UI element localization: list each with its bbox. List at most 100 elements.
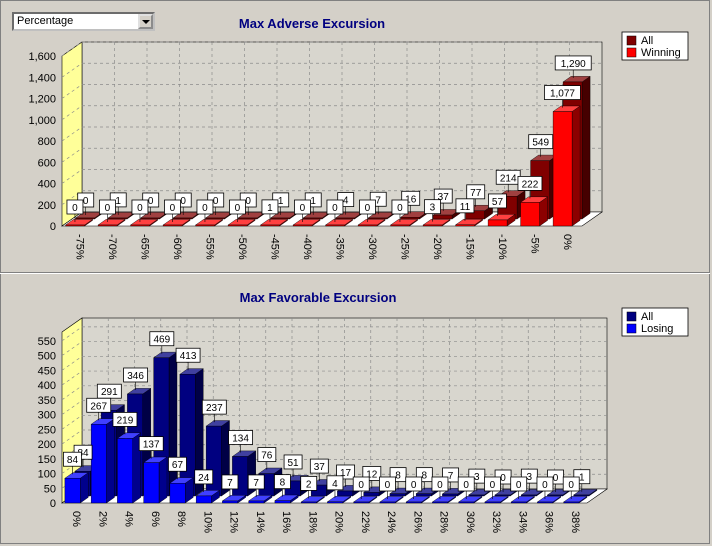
mfe-bar-all-front <box>442 493 458 497</box>
mae-label-winning-text: 0 <box>365 203 371 214</box>
mfe-bar-losing-front <box>432 501 448 504</box>
mfe-bar-losing-front <box>195 495 212 504</box>
mae-label-winning: 11 <box>455 198 475 221</box>
mfe-label-losing-box <box>300 476 318 491</box>
mfe-label-losing: 7 <box>247 474 265 497</box>
mae-title: Max Adverse Excursion <box>239 16 385 31</box>
mae-legend-swatch <box>626 35 637 46</box>
mfe-label-all-box <box>201 399 227 415</box>
mae-label-winning-box <box>359 199 376 215</box>
mfe-label-all-text: 237 <box>206 403 223 414</box>
mae-bar-winning <box>519 196 549 227</box>
mfe-label-losing-text: 219 <box>117 415 134 426</box>
mfe-bar-all-front <box>520 494 537 497</box>
mae-label-winning-box <box>326 199 344 215</box>
mae-bar-winning-front <box>390 224 410 227</box>
mae-ytick-label: 800 <box>38 136 56 148</box>
mfe-label-all-box <box>228 430 253 445</box>
mfe-xtick-label: 0% <box>70 511 82 527</box>
mfe-label-all-text: 134 <box>232 433 249 444</box>
mfe-ytick-label: 100 <box>38 469 56 481</box>
mfe-label-all-text: 291 <box>101 387 118 398</box>
mfe-label-all-text: 0 <box>500 473 506 484</box>
mae-legend-label: Winning <box>641 47 681 59</box>
mfe-ytick-label: 550 <box>38 336 56 348</box>
mae-label-winning: 0 <box>229 199 246 222</box>
mfe-bar-losing-front <box>222 500 238 504</box>
mfe-grid-side <box>61 341 83 356</box>
mae-bar-winning-front <box>455 224 475 227</box>
mae-label-winning: 1,077 <box>544 85 581 108</box>
mae-label-all-box <box>554 55 592 71</box>
mfe-xtick-label: 22% <box>359 511 371 533</box>
mfe-label-losing: 0 <box>379 476 396 499</box>
mae-label-all-text: 37 <box>438 192 450 203</box>
mfe-bar-losing-front <box>379 501 396 504</box>
mae-label-winning-box <box>488 193 507 209</box>
mfe-xtick-label: 24% <box>385 511 397 533</box>
mfe-xtick-label: 6% <box>149 511 161 527</box>
mfe-label-all: 76 <box>257 447 277 470</box>
mfe-bar-losing-front <box>484 501 501 504</box>
mfe-bar-all-front <box>547 494 563 497</box>
mae-label-winning: 0 <box>326 199 344 222</box>
mae-label-winning: 0 <box>99 199 116 222</box>
mae-label-all-text: 0 <box>180 196 186 207</box>
mfe-label-losing-text: 0 <box>516 480 522 491</box>
mfe-bar-losing <box>379 496 404 504</box>
mae-bar-all-front <box>205 217 225 220</box>
mae-bar-winning-front <box>130 224 150 227</box>
mae-bar-all-front <box>400 217 420 220</box>
mae-bar-all-front <box>237 217 258 220</box>
mfe-bar-losing-front <box>248 500 265 504</box>
mae-bar-all-front <box>465 210 485 220</box>
mae-label-all-text: 0 <box>213 196 219 207</box>
mfe-bar-all-front <box>363 492 380 497</box>
mae-label-winning-box <box>455 198 475 214</box>
chevron-down-icon[interactable] <box>138 14 153 29</box>
mae-label-all-text: 77 <box>470 188 482 199</box>
mfe-label-losing-text: 2 <box>306 479 312 490</box>
chart-separator <box>0 272 710 274</box>
mae-xtick-label: -15% <box>463 234 475 260</box>
mfe-label-all-text: 8 <box>395 471 401 482</box>
mfe-label-all-text: 3 <box>527 472 533 483</box>
mae-ytick-label: 0 <box>50 221 56 233</box>
mae-label-all: 549 <box>528 134 554 157</box>
mae-label-all-text: 1,290 <box>561 59 586 70</box>
mfe-label-all-box <box>257 447 277 462</box>
mae-grid-side <box>61 84 83 99</box>
mae-label-winning: 0 <box>164 199 181 222</box>
mfe-bar-all-front <box>494 494 511 497</box>
mae-bar-all-front <box>172 217 193 220</box>
mfe-ytick-label: 500 <box>38 351 56 363</box>
mfe-bar-losing <box>431 496 457 504</box>
mfe-label-losing: 0 <box>352 476 370 499</box>
mfe-label-losing-text: 267 <box>90 401 107 412</box>
mae-label-winning-text: 0 <box>202 203 208 214</box>
mfe-label-all-box <box>123 367 148 383</box>
mfe-label-all-text: 0 <box>553 473 559 484</box>
mae-label-all-text: 214 <box>500 173 517 184</box>
mae-xtick-label: -30% <box>366 234 378 260</box>
mae-label-winning-text: 1,077 <box>550 89 575 100</box>
mfe-ytick-label: 350 <box>38 395 56 407</box>
mfe-label-losing-text: 7 <box>227 478 233 489</box>
mae-xtick-label: -55% <box>203 234 215 260</box>
mae-ytick-label: 400 <box>38 179 56 191</box>
mfe-label-losing-box <box>484 476 501 492</box>
mae-label-all-box <box>528 134 554 150</box>
mae-ytick-label: 1,200 <box>28 94 56 106</box>
mfe-label-losing-text: 0 <box>358 480 364 491</box>
mfe-label-all-text: 7 <box>448 471 454 482</box>
mae-xtick-label: -65% <box>138 234 150 260</box>
mfe-label-losing-box <box>431 476 449 492</box>
mfe-label-all-text: 51 <box>288 458 300 469</box>
measure-selector[interactable]: Percentage <box>12 12 155 31</box>
mfe-ytick-label: 150 <box>38 454 56 466</box>
mfe-grid-side <box>61 400 83 415</box>
mfe-bar-losing <box>484 496 509 504</box>
mfe-ytick-label: 300 <box>38 410 56 422</box>
mae-label-winning-box <box>261 199 279 215</box>
mfe-label-losing-box <box>352 476 370 492</box>
